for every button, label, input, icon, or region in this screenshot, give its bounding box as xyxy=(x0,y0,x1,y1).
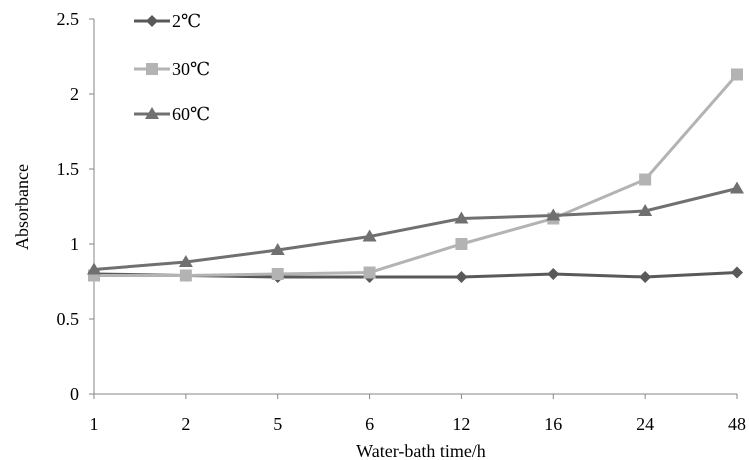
data-point xyxy=(363,266,376,279)
y-tick-label: 2 xyxy=(70,84,79,104)
legend-label: 2℃ xyxy=(172,11,201,31)
x-axis-ticks: 1 2 5 6 12 16 24 48 xyxy=(90,394,746,434)
legend-marker xyxy=(146,15,158,27)
x-tick-label: 12 xyxy=(452,414,470,434)
series-line xyxy=(93,187,738,271)
series-line xyxy=(94,73,739,277)
x-tick-label: 5 xyxy=(273,414,282,434)
data-point xyxy=(271,268,284,280)
data-point xyxy=(730,181,744,194)
data-point xyxy=(639,271,652,283)
legend-label: 60℃ xyxy=(172,104,210,124)
axes xyxy=(93,19,737,395)
data-point xyxy=(87,262,101,275)
y-tick-label: 2.5 xyxy=(57,9,80,29)
data-point xyxy=(731,266,743,279)
x-tick-label: 1 xyxy=(90,414,99,434)
data-point xyxy=(179,269,192,282)
data-point xyxy=(178,255,193,267)
y-tick-label: 1.5 xyxy=(57,159,80,179)
legend-item: 30℃ xyxy=(134,59,210,79)
series-2 xyxy=(87,181,744,275)
series-1 xyxy=(88,68,743,282)
series-group xyxy=(87,68,744,283)
y-axis-ticks: 0 0.5 1 1.5 2 2.5 xyxy=(57,9,94,404)
data-point xyxy=(639,173,652,186)
data-point xyxy=(638,204,653,216)
y-axis-title: Absorbance xyxy=(12,164,32,250)
x-tick-label: 6 xyxy=(365,414,374,434)
data-point xyxy=(455,238,468,250)
x-tick-label: 24 xyxy=(636,414,654,434)
data-point xyxy=(362,229,377,242)
legend: 2℃ 30℃ 60℃ xyxy=(134,11,210,124)
data-point xyxy=(455,271,468,283)
y-tick-label: 0 xyxy=(70,384,79,404)
y-tick-label: 1 xyxy=(70,234,79,254)
x-tick-label: 48 xyxy=(728,414,746,434)
data-point xyxy=(270,243,285,255)
legend-marker xyxy=(145,107,159,119)
legend-item: 60℃ xyxy=(134,104,210,124)
x-tick-label: 16 xyxy=(544,414,562,434)
data-point xyxy=(731,68,743,81)
legend-marker xyxy=(146,63,158,75)
data-point xyxy=(546,208,561,221)
x-tick-label: 2 xyxy=(181,414,190,434)
legend-item: 2℃ xyxy=(134,11,201,31)
data-point xyxy=(547,268,560,280)
y-tick-label: 0.5 xyxy=(57,309,80,329)
data-point xyxy=(454,211,469,224)
legend-label: 30℃ xyxy=(172,59,210,79)
x-axis-title: Water-bath time/h xyxy=(356,441,486,460)
